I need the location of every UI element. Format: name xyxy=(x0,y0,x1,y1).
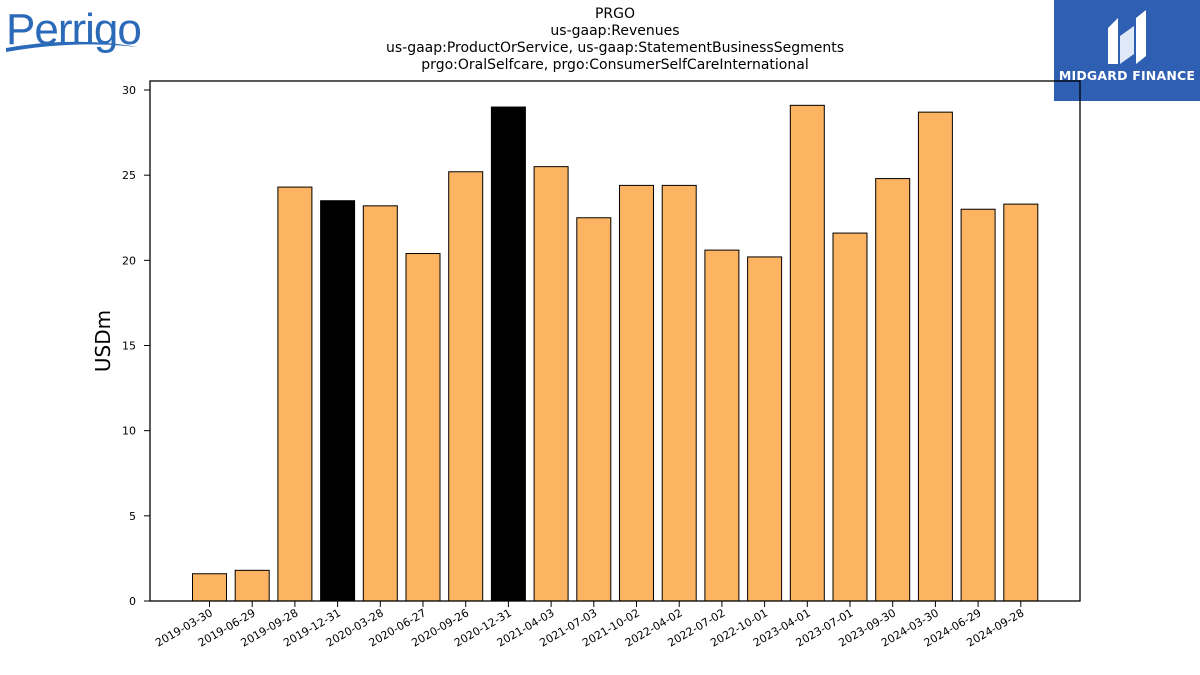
bar-2024-06-29 xyxy=(960,208,996,602)
bar-2019-06-29 xyxy=(234,569,270,602)
bar-2021-07-03 xyxy=(576,217,612,602)
plot-frame xyxy=(149,80,1081,602)
bar-2022-07-02 xyxy=(704,249,740,602)
midgard-finance-text: MIDGARD FINANCE xyxy=(1058,68,1196,83)
bar-2020-09-26 xyxy=(448,171,484,602)
chart-title-line-2: us-gaap:Revenues xyxy=(550,23,680,39)
bar-2023-07-01 xyxy=(832,232,868,602)
bar-2020-12-31 xyxy=(490,106,526,602)
y-tick-label-25: 25 xyxy=(122,169,136,182)
bar-2022-10-01 xyxy=(747,256,783,602)
bar-2021-10-02 xyxy=(619,184,654,602)
bar-2020-06-27 xyxy=(405,253,441,602)
y-tick-label-30: 30 xyxy=(122,84,136,97)
perrigo-swoosh-icon xyxy=(6,41,138,52)
chart-title-line-1: PRGO xyxy=(594,6,636,22)
y-tick-label-5: 5 xyxy=(129,510,136,523)
bar-2019-03-30 xyxy=(192,573,227,602)
bar-2023-04-01 xyxy=(789,104,825,602)
midgard-finance-logo: MIDGARD FINANCE xyxy=(1054,0,1200,101)
bar-2021-04-03 xyxy=(533,166,569,602)
y-tick-label-10: 10 xyxy=(122,425,136,438)
y-tick-label-15: 15 xyxy=(122,340,136,353)
chart-title-line-3: us-gaap:ProductOrService, us-gaap:Statem… xyxy=(385,40,844,56)
bar-2024-09-28 xyxy=(1003,203,1039,602)
bar-2023-09-30 xyxy=(875,178,911,602)
bar-2019-12-31 xyxy=(320,200,356,602)
bar-2019-09-28 xyxy=(277,186,313,602)
bar-2024-03-30 xyxy=(917,111,953,602)
y-tick-label-20: 20 xyxy=(122,254,136,267)
bar-2022-04-02 xyxy=(661,184,697,602)
perrigo-logo: Perrigo xyxy=(4,4,144,56)
chart-title-line-4: prgo:OralSelfcare, prgo:ConsumerSelfCare… xyxy=(421,57,809,73)
midgard-mark-icon xyxy=(1108,10,1146,64)
bar-2020-03-28 xyxy=(362,205,398,602)
y-tick-label-0: 0 xyxy=(129,595,136,608)
chart-title-block: PRGO us-gaap:Revenues us-gaap:ProductOrS… xyxy=(150,6,1080,74)
y-axis-label: USDm xyxy=(91,310,115,372)
